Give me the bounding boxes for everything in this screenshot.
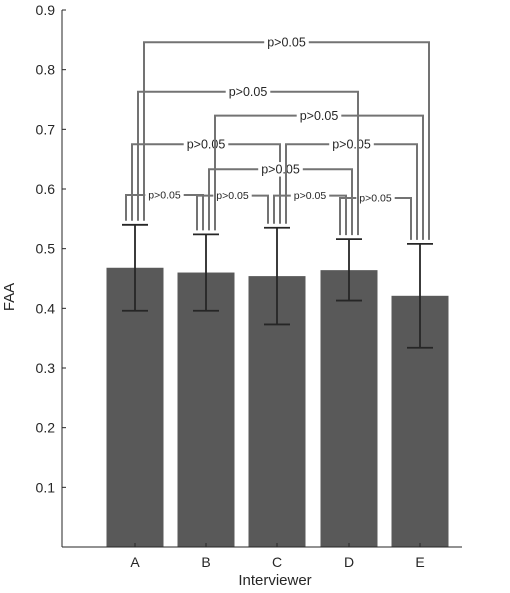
x-tick-label-c: C (272, 554, 282, 570)
y-tick-label-0.1: 0.1 (36, 479, 56, 495)
y-tick-label-0.2: 0.2 (36, 420, 56, 436)
y-tick-label-0.5: 0.5 (36, 241, 56, 257)
y-tick-label-0.9: 0.9 (36, 2, 56, 18)
bracket-d-e-label-bg (356, 191, 395, 205)
x-axis-label: Interviewer (238, 572, 311, 589)
errorbars-layer (122, 223, 433, 349)
bracket-b-d-label: p>0.05 (261, 163, 300, 177)
y-tick-label-0.4: 0.4 (36, 300, 56, 316)
x-tick-label-e: E (415, 554, 424, 570)
bracket-b-d-label-bg (258, 162, 303, 177)
bracket-b-e (214, 114, 424, 240)
y-axis-label: FAA (1, 283, 18, 311)
bracket-b-c-label-bg (213, 189, 252, 202)
bracket-c-d-label: p>0.05 (294, 190, 327, 202)
bar-b (177, 272, 235, 547)
bracket-c-d-label-bg (290, 189, 330, 202)
bracket-b-e-label: p>0.05 (300, 109, 339, 123)
bracket-a-b-label-bg (145, 188, 184, 202)
bracket-a-c-label: p>0.05 (187, 138, 226, 152)
axes-layer: 0.1 0.2 0.3 0.4 0.5 0.6 0.7 0.8 0.9 A B C D E (36, 2, 462, 570)
bracket-b-c-label: p>0.05 (216, 190, 249, 202)
bracket-d-e-label: p>0.05 (359, 193, 392, 205)
y-tick-label-0.6: 0.6 (36, 181, 56, 197)
bracket-a-b-label: p>0.05 (148, 190, 181, 202)
bracket-b-e-label-bg (296, 108, 342, 123)
y-tick-label-0.8: 0.8 (36, 62, 56, 78)
y-tick-label-0.3: 0.3 (36, 360, 56, 376)
x-tick-label-b: B (201, 554, 210, 570)
bracket-a-c-label-bg (183, 137, 229, 152)
bracket-c-e-label: p>0.05 (332, 138, 371, 152)
bars-layer (106, 267, 449, 547)
bracket-a-c (131, 143, 281, 224)
bracket-a-d-label: p>0.05 (229, 85, 268, 99)
bar-a (106, 267, 164, 547)
bracket-a-e-label: p>0.05 (267, 36, 306, 50)
bar-d (320, 270, 378, 547)
y-tick-label-0.7: 0.7 (36, 121, 56, 137)
significance-brackets-layer: p>0.05 p>0.05 p>0.05 p>0.05 p>0.05 p>0.05 p>0.… (125, 34, 430, 240)
bracket-a-d-label-bg (225, 84, 271, 99)
bracket-a-e-label-bg (264, 34, 309, 50)
x-tick-label-a: A (130, 554, 140, 570)
x-tick-label-d: D (344, 554, 354, 570)
bracket-c-e-label-bg (329, 137, 374, 152)
